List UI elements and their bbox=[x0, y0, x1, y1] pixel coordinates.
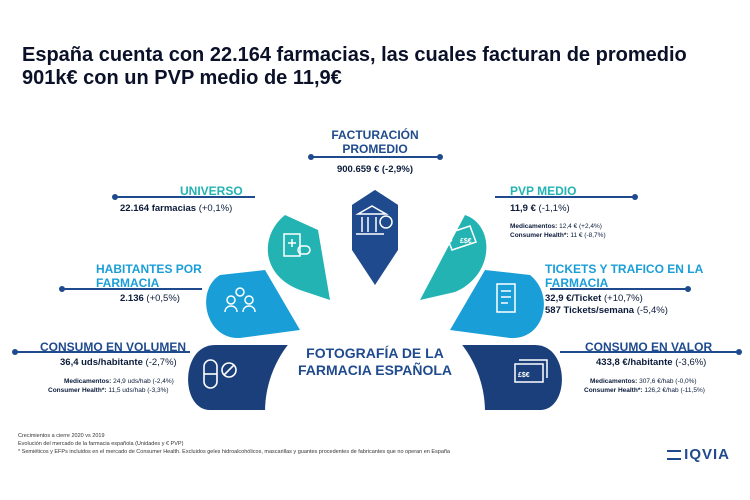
volumen-heading: CONSUMO EN VOLUMEN bbox=[40, 340, 187, 354]
pvp-values: 11,9 € (-1,1%) bbox=[510, 203, 570, 214]
valor-ch: Consumer Health*: 126,2 €/hab (-11,5%) bbox=[584, 387, 705, 394]
tickets-dot bbox=[685, 286, 691, 292]
valor-rule bbox=[560, 351, 737, 353]
center-title: FOTOGRAFÍA DE LA FARMACIA ESPAÑOLA bbox=[298, 345, 452, 378]
petal-universo bbox=[267, 215, 330, 300]
receipt-icon bbox=[496, 283, 516, 313]
volumen-med: Medicamentos: 24,9 uds/hab (-2,4%) bbox=[64, 378, 174, 385]
pill-icon bbox=[203, 359, 237, 389]
habitantes-rule bbox=[62, 288, 202, 290]
pvp-rule bbox=[495, 196, 635, 198]
petal-pvp bbox=[420, 215, 487, 300]
medicine-box-icon bbox=[283, 233, 311, 257]
pvp-ch: Consumer Health*: 11 € (-8,7%) bbox=[510, 232, 606, 239]
svg-text:£$€: £$€ bbox=[518, 372, 530, 379]
facturacion-dot bbox=[437, 154, 443, 160]
volumen-rule bbox=[15, 351, 190, 353]
tickets-value2: 587 Tickets/semana (-5,4%) bbox=[545, 305, 668, 316]
tickets-rule bbox=[550, 288, 688, 290]
universo-values: 22.164 farmacias (+0,1%) bbox=[120, 203, 233, 214]
valor-dot bbox=[736, 349, 742, 355]
habitantes-dot bbox=[59, 286, 65, 292]
footnote-2: Evolución del mercado de la farmacia esp… bbox=[18, 441, 184, 447]
petal-habitantes bbox=[206, 270, 300, 339]
tickets-heading: TICKETS Y TRAFICO EN LA FARMACIA bbox=[545, 262, 703, 290]
petal-valor bbox=[462, 345, 562, 410]
pvp-med: Medicamentos: 12,4 € (+2,4%) bbox=[510, 223, 602, 230]
habitantes-heading: HABITANTES POR FARMACIA bbox=[96, 262, 202, 290]
valor-values: 433,8 €/habitante (-3,6%) bbox=[596, 357, 707, 368]
people-icon bbox=[224, 287, 256, 313]
universo-heading: UNIVERSO bbox=[180, 184, 243, 198]
footnote-1: Crecimientos a cierre 2020 vs 2019 bbox=[18, 433, 105, 439]
volumen-values: 36,4 uds/habitante (-2,7%) bbox=[60, 357, 177, 368]
page-title: España cuenta con 22.164 farmacias, las … bbox=[22, 44, 687, 89]
pvp-dot bbox=[632, 194, 638, 200]
pvp-heading: PVP MEDIO bbox=[510, 184, 577, 198]
tickets-value1: 32,9 €/Ticket (+10,7%) bbox=[545, 293, 643, 304]
svg-text:£$€: £$€ bbox=[460, 238, 472, 245]
facturacion-dot bbox=[308, 154, 314, 160]
valor-heading: CONSUMO EN VALOR bbox=[585, 340, 713, 354]
facturacion-rule bbox=[312, 156, 442, 158]
price-tag-icon bbox=[445, 225, 477, 251]
universo-dot bbox=[112, 194, 118, 200]
bank-euro-icon bbox=[355, 205, 393, 235]
banknotes-icon bbox=[514, 359, 548, 383]
facturacion-heading: FACTURACIÓN PROMEDIO bbox=[331, 128, 419, 156]
habitantes-values: 2.136 (+0,5%) bbox=[120, 293, 180, 304]
iqvia-logo: IQVIA bbox=[667, 446, 730, 463]
footnote-3: * Semiéticos y EFPs incluidos en el merc… bbox=[18, 449, 450, 455]
universo-rule bbox=[115, 196, 255, 198]
volumen-ch: Consumer Health*: 11,5 uds/hab (-3,3%) bbox=[48, 387, 169, 394]
logo-mark-icon bbox=[667, 450, 682, 461]
valor-med: Medicamentos: 307,6 €/hab (-0,0%) bbox=[590, 378, 697, 385]
facturacion-value: 900.659 € (-2,9%) bbox=[336, 164, 414, 175]
